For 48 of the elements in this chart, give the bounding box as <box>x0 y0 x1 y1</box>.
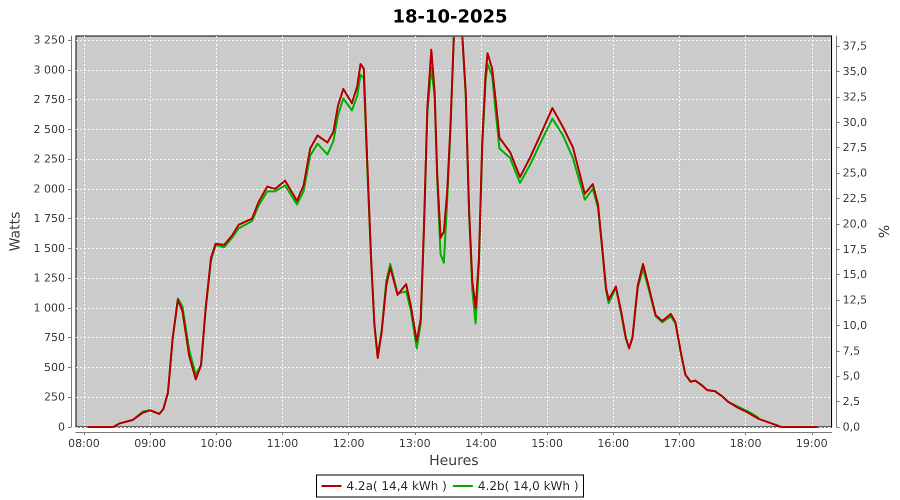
x-axis-title: Heures <box>429 452 478 469</box>
y2-tick-label: 10,0 <box>842 318 868 332</box>
y-tick-label: 1 000 <box>34 301 65 314</box>
y2-tick-label: 27,5 <box>842 141 868 154</box>
y2-tick-label: 22,5 <box>842 192 868 205</box>
y2-tick-label: 17,5 <box>842 242 868 256</box>
y2-axis-title: % <box>877 224 893 238</box>
y-tick-label: 0 <box>58 420 65 434</box>
y2-tick-label: 25,0 <box>842 166 868 180</box>
chart-title: 18-10-2025 <box>392 6 508 28</box>
y2-tick-label: 20,0 <box>842 217 868 230</box>
x-tick-label: 12:00 <box>332 437 364 450</box>
y2-tick-label: 12,5 <box>842 294 868 307</box>
y-tick-label: 1 250 <box>34 272 65 285</box>
y-tick-label: 2 750 <box>34 93 65 106</box>
x-tick-label: 19:00 <box>796 437 828 450</box>
y2-tick-label: 5,0 <box>842 370 860 383</box>
y2-tick-label: 37,5 <box>842 40 868 53</box>
y-tick-label: 2 500 <box>34 122 65 136</box>
y-axis-title: Watts <box>8 212 24 252</box>
y2-tick-label: 35,0 <box>842 65 868 78</box>
y-tick-label: 500 <box>44 360 65 374</box>
y2-tick-label: 7,5 <box>842 344 860 358</box>
y-tick-label: 3 250 <box>34 34 65 47</box>
x-tick-label: 09:00 <box>134 437 166 450</box>
x-tick-label: 15:00 <box>531 437 563 450</box>
y-tick-label: 1 500 <box>34 242 65 255</box>
x-tick-label: 17:00 <box>664 437 696 450</box>
y-tick-label: 2 250 <box>34 152 65 166</box>
x-tick-label: 11:00 <box>266 437 298 450</box>
x-tick-label: 14:00 <box>465 437 497 450</box>
y2-tick-label: 30,0 <box>842 116 868 129</box>
y-tick-label: 750 <box>44 331 65 344</box>
y-tick-label: 3 000 <box>34 63 65 76</box>
y-tick-label: 250 <box>44 390 65 404</box>
y-tick-label: 2 000 <box>34 182 65 196</box>
x-tick-label: 08:00 <box>68 437 100 450</box>
x-tick-label: 16:00 <box>597 437 630 450</box>
x-tick-label: 10:00 <box>200 437 232 450</box>
legend-label: 4.2b( 14,0 kWh ) <box>478 479 579 493</box>
x-tick-label: 13:00 <box>398 437 431 450</box>
y2-tick-label: 32,5 <box>842 90 868 104</box>
y2-tick-label: 0,0 <box>842 420 860 434</box>
x-tick-label: 18:00 <box>730 437 762 450</box>
y-tick-label: 1 750 <box>34 212 65 226</box>
legend-label: 4.2a( 14,4 kWh ) <box>346 479 447 493</box>
y2-tick-label: 2,5 <box>842 395 860 408</box>
y2-tick-label: 15,0 <box>842 268 868 282</box>
